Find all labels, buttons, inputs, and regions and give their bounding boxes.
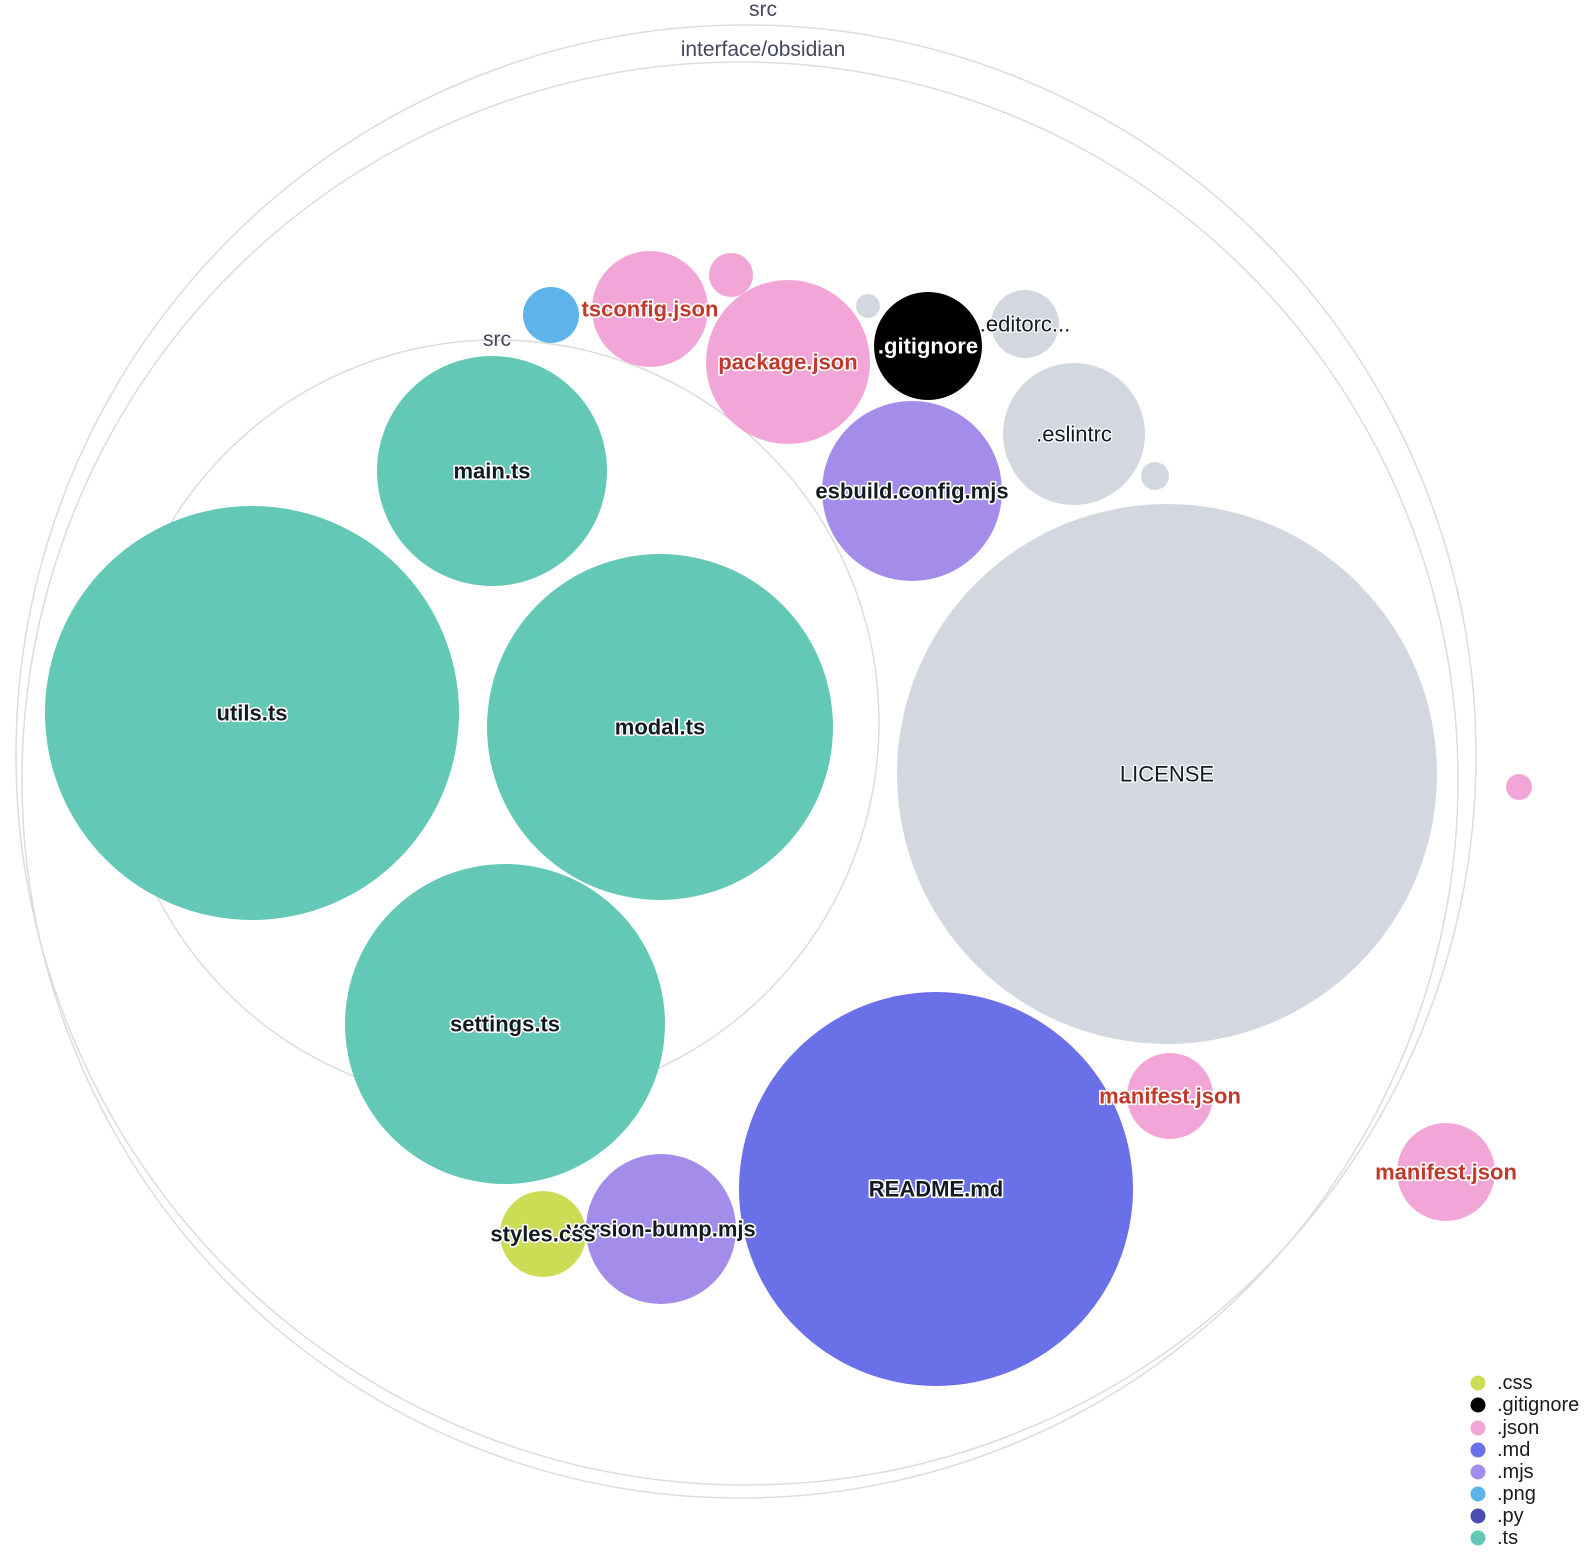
svg-text:manifest.json: manifest.json	[1375, 1160, 1517, 1185]
svg-text:.py: .py	[1497, 1505, 1524, 1527]
svg-text:main.ts: main.ts	[453, 459, 530, 484]
svg-text:.mjs: .mjs	[1497, 1461, 1534, 1483]
svg-text:.css: .css	[1497, 1372, 1533, 1394]
svg-text:.eslintrc: .eslintrc	[1036, 422, 1112, 447]
svg-text:settings.ts: settings.ts	[450, 1012, 560, 1037]
svg-text:.json: .json	[1497, 1417, 1539, 1439]
svg-text:.gitignore: .gitignore	[1497, 1394, 1579, 1416]
svg-text:interface/obsidian: interface/obsidian	[681, 38, 846, 61]
svg-text:styles.css: styles.css	[490, 1222, 595, 1247]
svg-text:.ts: .ts	[1497, 1527, 1518, 1549]
svg-text:README.md: README.md	[869, 1177, 1003, 1202]
svg-text:.png: .png	[1497, 1483, 1536, 1505]
svg-text:utils.ts: utils.ts	[217, 701, 288, 726]
svg-text:tsconfig.json: tsconfig.json	[582, 297, 719, 322]
svg-text:manifest.json: manifest.json	[1099, 1084, 1241, 1109]
svg-text:src: src	[483, 328, 511, 351]
svg-text:.md: .md	[1497, 1439, 1530, 1461]
svg-text:.editorc...: .editorc...	[980, 312, 1070, 337]
svg-text:package.json: package.json	[718, 350, 857, 375]
svg-text:esbuild.config.mjs: esbuild.config.mjs	[815, 479, 1008, 504]
svg-text:LICENSE: LICENSE	[1120, 762, 1214, 787]
svg-text:src: src	[749, 0, 777, 21]
svg-text:modal.ts: modal.ts	[615, 715, 705, 740]
svg-text:.gitignore: .gitignore	[878, 334, 978, 359]
